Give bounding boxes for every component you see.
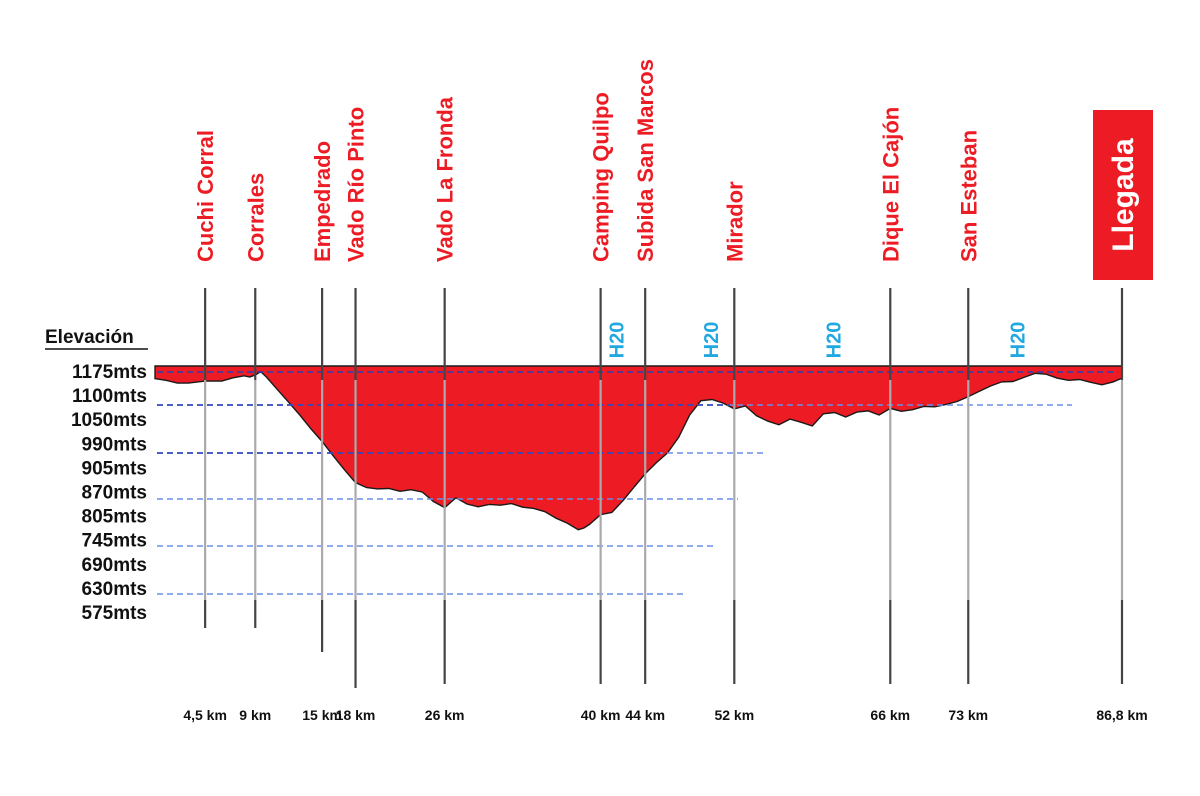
elevation-area [154,365,1123,531]
y-tick-label: 630mts [82,579,148,600]
km-label: 66 km [870,707,910,723]
km-label: 52 km [714,707,754,723]
km-label: 18 km [336,707,376,723]
water-point-label: H20 [701,322,723,359]
km-label: 4,5 km [183,707,227,723]
km-label: 44 km [625,707,665,723]
water-points: H20 H20 H20 H20 [606,322,1029,359]
y-tick-label: 690mts [82,555,148,576]
km-label: 73 km [948,707,988,723]
waypoint-label: Subida San Marcos [633,59,658,262]
elevation-profile [154,365,1123,531]
y-tick-label: 870mts [82,483,148,504]
water-point-label: H20 [1007,322,1029,359]
km-label: 15 km [302,707,342,723]
y-axis-ticks: 1175mts 1100mts 1050mts 990mts 905mts 870mts 8… [71,362,147,624]
waypoint-label: Mirador [722,181,747,262]
km-label: 26 km [425,707,465,723]
water-point-label: H20 [606,322,628,359]
waypoint-label: Dique El Cajón [878,107,903,262]
grid-lines [157,371,1118,595]
km-label: 40 km [581,707,621,723]
y-axis-title: Elevación [45,327,134,348]
finish-label: Llegada [1107,138,1140,252]
waypoint-markers [204,288,1124,688]
y-tick-label: 905mts [82,458,148,479]
y-tick-label: 1175mts [72,362,147,383]
y-tick-label: 990mts [82,434,148,455]
waypoint-label: Cuchi Corral [193,130,218,262]
waypoint-label: Vado La Fronda [433,96,458,262]
y-tick-label: 575mts [82,603,148,624]
waypoint-label: Camping Quilpo [589,92,614,262]
km-label: 9 km [239,707,271,723]
waypoint-labels: Cuchi Corral Corrales Empedrado Vado Río Pi… [193,59,1153,280]
km-label: 86,8 km [1096,707,1147,723]
waypoint-label: Vado Río Pinto [344,107,369,262]
water-point-label: H20 [824,322,846,359]
waypoint-label: San Esteban [956,130,981,262]
waypoint-label: Empedrado [310,141,335,262]
y-tick-label: 1100mts [72,386,147,407]
y-tick-label: 805mts [82,507,148,528]
y-tick-label: 745mts [82,531,148,552]
waypoint-label: Corrales [243,173,268,262]
y-tick-label: 1050mts [71,410,147,431]
finish-box [1093,110,1153,280]
